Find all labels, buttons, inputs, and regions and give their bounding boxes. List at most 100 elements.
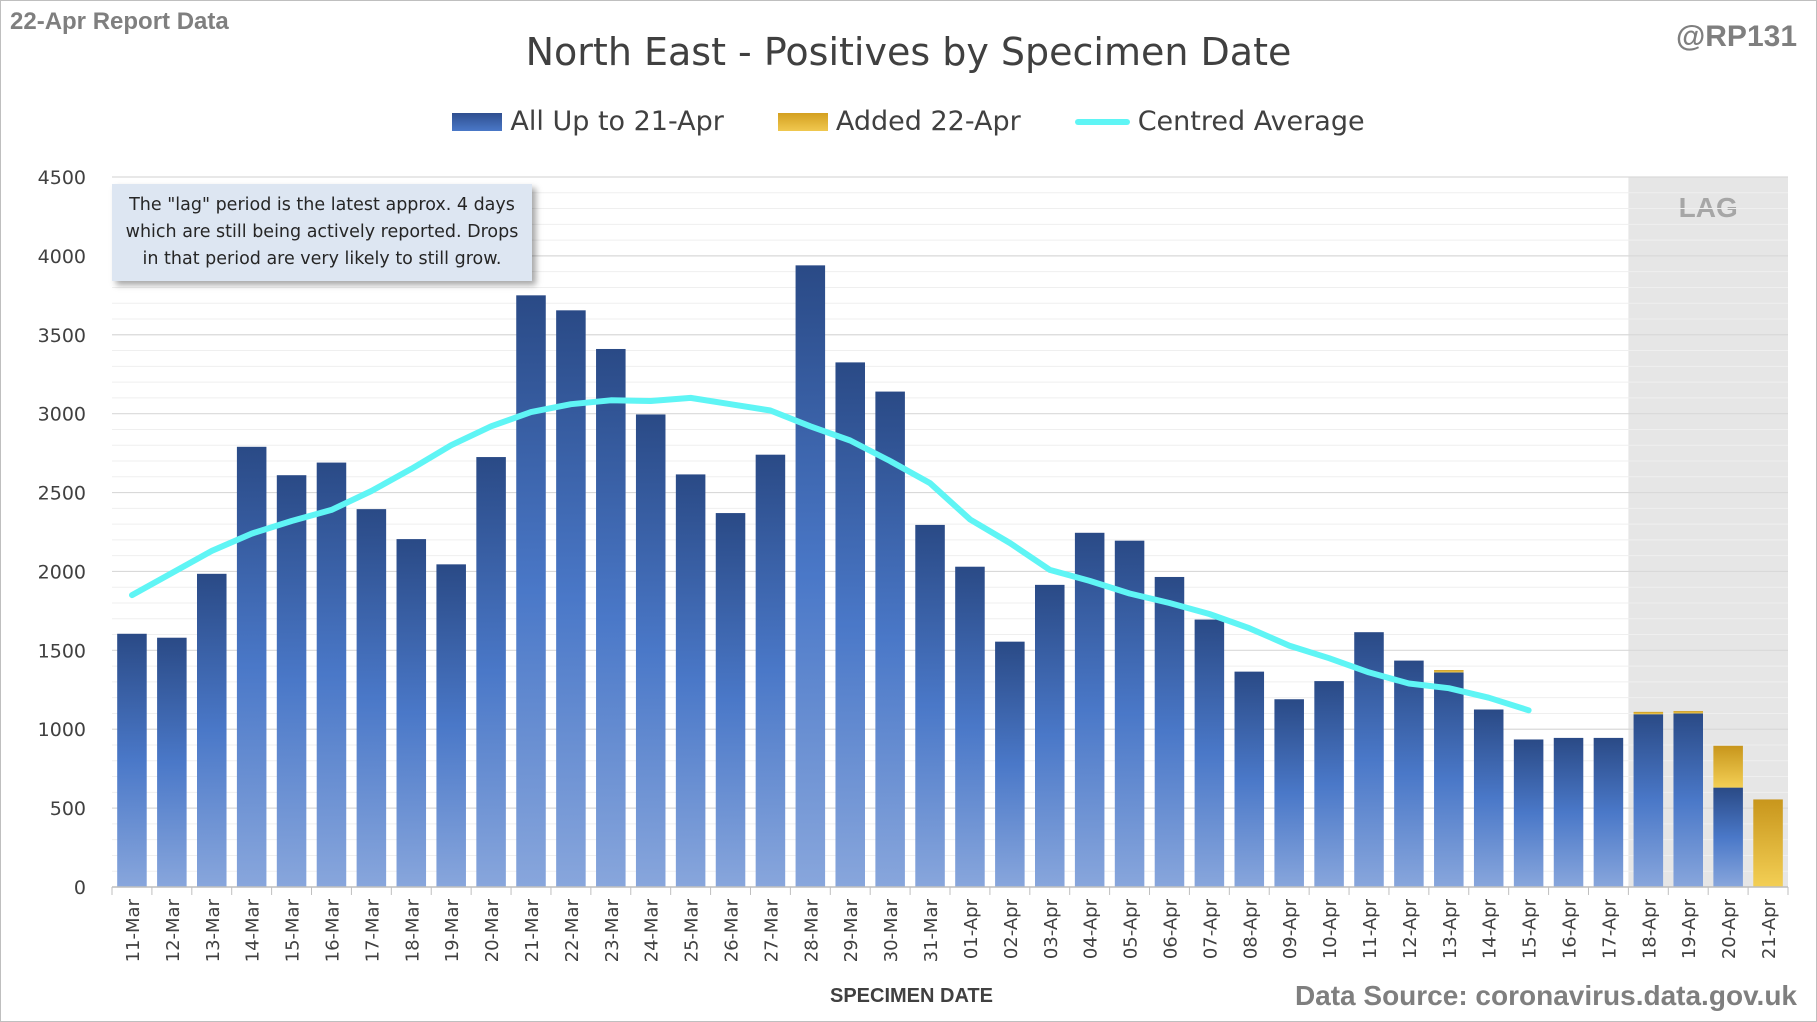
- x-tick-label: 03-Apr: [1041, 898, 1062, 959]
- bar-all: [955, 566, 985, 887]
- legend: All Up to 21-Apr Added 22-Apr Centred Av…: [0, 106, 1817, 137]
- bar-all: [1274, 699, 1304, 887]
- y-tick-label: 4000: [38, 246, 86, 268]
- x-tick-label: 13-Mar: [203, 898, 224, 962]
- x-tick-label: 22-Mar: [562, 898, 583, 962]
- bar-all: [1473, 709, 1504, 887]
- bar-all: [1713, 787, 1743, 887]
- bar-all: [1593, 737, 1624, 887]
- x-tick-label: 19-Apr: [1679, 898, 1700, 959]
- x-tick-label: 28-Mar: [801, 898, 822, 962]
- average-line: [129, 394, 1532, 714]
- x-tick-label: 09-Apr: [1280, 898, 1301, 959]
- bar-added: [1713, 745, 1743, 788]
- y-tick-label: 500: [50, 798, 86, 820]
- bar-all: [1673, 713, 1704, 887]
- x-tick-label: 20-Apr: [1719, 898, 1740, 959]
- x-tick-label: 13-Apr: [1440, 898, 1461, 959]
- bar-all: [316, 462, 347, 887]
- x-tick-label: 04-Apr: [1081, 898, 1102, 959]
- x-tick-label: 08-Apr: [1240, 898, 1261, 959]
- bar-all: [755, 454, 786, 887]
- bar-all: [1434, 672, 1464, 887]
- x-tick-label: 18-Mar: [402, 898, 423, 962]
- x-tick-label: 18-Apr: [1639, 898, 1660, 959]
- bar-all: [356, 509, 387, 887]
- bar-all: [715, 513, 746, 887]
- y-tick-label: 4500: [38, 167, 86, 189]
- bar-added: [1633, 711, 1664, 715]
- x-tick-label: 16-Mar: [322, 898, 343, 962]
- x-tick-label: 29-Mar: [841, 898, 862, 962]
- bar-all: [396, 539, 427, 887]
- x-tick-label: 12-Apr: [1400, 898, 1421, 959]
- bar-added: [1434, 670, 1464, 673]
- bar-all: [1513, 739, 1544, 887]
- y-tick-label: 3500: [38, 325, 86, 347]
- bar-all: [117, 633, 147, 887]
- x-tick-label: 12-Mar: [163, 898, 184, 962]
- bar-all: [635, 414, 666, 887]
- x-tick-label: 23-Mar: [602, 898, 623, 962]
- x-tick-label: 17-Apr: [1599, 898, 1620, 959]
- x-tick-label: 19-Mar: [442, 898, 463, 962]
- y-tick-label: 2000: [38, 561, 86, 583]
- x-tick-label: 05-Apr: [1121, 898, 1142, 959]
- lag-note: The "lag" period is the latest approx. 4…: [112, 184, 532, 281]
- bar-all: [276, 475, 307, 887]
- x-tick-label: 15-Apr: [1520, 898, 1541, 959]
- chart-title: North East - Positives by Specimen Date: [525, 30, 1292, 74]
- x-tick-label: 06-Apr: [1160, 898, 1181, 959]
- bar-all: [1154, 576, 1185, 887]
- bar-all: [1553, 737, 1584, 887]
- bar-all: [157, 637, 187, 887]
- data-source: Data Source: coronavirus.data.gov.uk: [1294, 980, 1797, 1011]
- bar-all: [596, 348, 626, 887]
- legend-item-average: Centred Average: [1074, 106, 1365, 137]
- lag-label: LAG: [1679, 192, 1738, 223]
- x-tick-label: 02-Apr: [1001, 898, 1022, 959]
- bar-all: [875, 391, 905, 887]
- x-tick-label: 16-Apr: [1560, 898, 1581, 959]
- legend-swatch-added: [777, 112, 828, 131]
- legend-label-all: All Up to 21-Apr: [510, 106, 724, 137]
- bar-all: [1314, 681, 1344, 887]
- x-tick-label: 14-Apr: [1480, 898, 1501, 959]
- x-axis-title: SPECIMEN DATE: [830, 985, 993, 1007]
- bar-all: [516, 295, 546, 887]
- x-tick-label: 17-Mar: [362, 898, 383, 962]
- legend-swatch-all: [452, 112, 503, 131]
- x-tick-label: 30-Mar: [881, 898, 902, 962]
- x-tick-label: 11-Apr: [1360, 898, 1381, 959]
- x-tick-label: 21-Apr: [1759, 898, 1780, 959]
- x-tick-label: 21-Mar: [522, 898, 543, 962]
- bar-all: [1034, 584, 1065, 887]
- bar-all: [1234, 671, 1265, 887]
- y-tick-label: 3000: [38, 404, 86, 426]
- x-tick-label: 26-Mar: [722, 898, 743, 962]
- bar-all: [995, 641, 1025, 887]
- bar-all: [196, 573, 227, 887]
- legend-label-average: Centred Average: [1137, 106, 1365, 137]
- legend-swatch-average: [1074, 118, 1130, 125]
- bar-all: [436, 564, 466, 887]
- y-tick-label: 2500: [38, 483, 86, 505]
- y-tick-label: 1500: [38, 640, 86, 662]
- bar-all: [1394, 660, 1424, 887]
- bar-all: [835, 362, 866, 887]
- bar-all: [915, 524, 945, 887]
- x-tick-label: 25-Mar: [682, 898, 703, 962]
- author-handle: @RP131: [1676, 20, 1797, 53]
- bar-all: [556, 310, 586, 887]
- legend-item-all: All Up to 21-Apr: [452, 106, 724, 137]
- bar-all: [1633, 714, 1664, 887]
- x-tick-label: 10-Apr: [1320, 898, 1341, 959]
- x-tick-label: 11-Mar: [123, 898, 144, 962]
- bar-all: [236, 446, 267, 887]
- report-label: 22-Apr Report Data: [10, 8, 229, 35]
- x-tick-label: 14-Mar: [243, 898, 264, 962]
- bar-all: [795, 265, 826, 887]
- legend-label-added: Added 22-Apr: [835, 106, 1021, 137]
- y-tick-label: 1000: [38, 719, 86, 741]
